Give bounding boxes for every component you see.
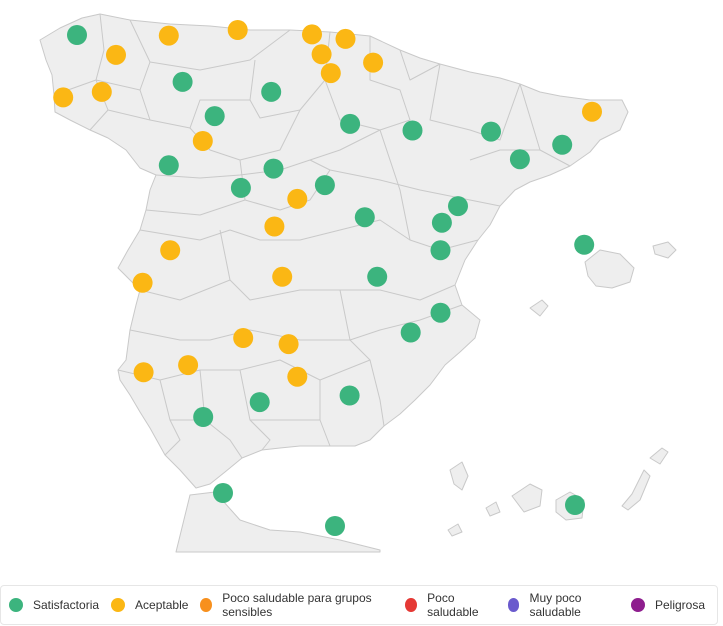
station-marker-satisfactoria[interactable] <box>249 392 270 413</box>
legend-label: Aceptable <box>135 598 189 612</box>
station-marker-satisfactoria[interactable] <box>230 177 251 198</box>
station-marker-aceptable[interactable] <box>335 28 356 49</box>
legend-dot <box>507 598 520 612</box>
legend-dot <box>111 598 126 612</box>
legend-dot <box>630 598 645 612</box>
station-marker-aceptable[interactable] <box>106 44 126 65</box>
legend-item-satisfactoria: Satisfactoria <box>9 598 99 612</box>
station-marker-aceptable[interactable] <box>272 266 293 287</box>
station-marker-satisfactoria[interactable] <box>339 385 360 406</box>
menorca-island <box>652 241 677 259</box>
station-marker-satisfactoria[interactable] <box>448 196 468 217</box>
ibiza-island <box>529 299 549 317</box>
station-marker-satisfactoria[interactable] <box>565 495 585 515</box>
station-marker-satisfactoria[interactable] <box>340 113 361 134</box>
station-marker-satisfactoria[interactable] <box>552 134 573 155</box>
canary-island-5 <box>447 523 463 537</box>
station-marker-satisfactoria[interactable] <box>261 81 282 102</box>
legend-label: Poco saludable <box>427 591 479 619</box>
legend-item-poco-saludable-sensibles: Poco saludable para grupos sensibles <box>200 591 393 619</box>
station-marker-satisfactoria[interactable] <box>325 516 345 536</box>
station-marker-satisfactoria[interactable] <box>431 212 452 233</box>
station-marker-aceptable[interactable] <box>178 355 199 376</box>
legend-label: Poco saludable para grupos sensibles <box>222 591 372 619</box>
station-marker-satisfactoria[interactable] <box>263 158 284 179</box>
station-marker-satisfactoria[interactable] <box>193 407 214 427</box>
station-marker-aceptable[interactable] <box>320 63 341 84</box>
canary-island-7 <box>649 447 669 465</box>
legend-item-peligrosa: Peligrosa <box>630 598 705 612</box>
legend-dot <box>405 598 418 612</box>
air-quality-map <box>39 13 677 553</box>
station-marker-aceptable[interactable] <box>302 24 322 45</box>
station-marker-aceptable[interactable] <box>53 87 74 108</box>
legend-dot <box>9 598 23 612</box>
legend-label: Muy poco saludable <box>529 591 582 619</box>
station-marker-satisfactoria[interactable] <box>430 302 451 323</box>
legend-dot <box>200 598 213 612</box>
station-marker-aceptable[interactable] <box>311 44 332 65</box>
station-marker-satisfactoria[interactable] <box>314 175 335 196</box>
station-marker-satisfactoria[interactable] <box>172 71 193 92</box>
station-marker-aceptable[interactable] <box>582 101 602 122</box>
legend: Satisfactoria Aceptable Poco saludable p… <box>0 585 718 625</box>
peninsula-landmass <box>39 13 629 489</box>
mallorca-island <box>584 249 635 289</box>
station-marker-aceptable[interactable] <box>132 272 153 293</box>
station-marker-aceptable[interactable] <box>287 366 308 387</box>
station-marker-satisfactoria[interactable] <box>430 240 451 261</box>
legend-label: Peligrosa <box>654 598 705 612</box>
station-marker-satisfactoria[interactable] <box>67 25 87 45</box>
station-marker-satisfactoria[interactable] <box>402 120 423 141</box>
canary-island-3 <box>511 483 543 513</box>
station-marker-aceptable[interactable] <box>287 188 308 209</box>
north-africa-strip <box>175 491 381 553</box>
station-marker-aceptable[interactable] <box>264 216 285 237</box>
station-marker-satisfactoria[interactable] <box>574 234 595 255</box>
station-marker-aceptable[interactable] <box>227 20 248 40</box>
canary-island-1 <box>449 461 469 491</box>
station-marker-aceptable[interactable] <box>192 131 213 151</box>
station-marker-aceptable[interactable] <box>158 25 179 46</box>
station-marker-satisfactoria[interactable] <box>367 266 388 287</box>
station-marker-aceptable[interactable] <box>233 328 254 348</box>
legend-item-poco-saludable: Poco saludable <box>405 591 495 619</box>
station-marker-satisfactoria[interactable] <box>158 155 179 176</box>
stations-layer <box>53 20 602 536</box>
station-marker-satisfactoria[interactable] <box>354 207 375 228</box>
canary-island-2 <box>485 501 501 517</box>
canary-island-6 <box>621 469 651 511</box>
station-marker-satisfactoria[interactable] <box>204 106 225 127</box>
station-marker-satisfactoria[interactable] <box>509 149 530 170</box>
legend-label: Satisfactoria <box>33 598 100 612</box>
legend-item-aceptable: Aceptable <box>111 598 188 612</box>
station-marker-satisfactoria[interactable] <box>400 322 421 343</box>
station-marker-aceptable[interactable] <box>160 240 181 261</box>
station-marker-aceptable[interactable] <box>363 52 384 73</box>
station-marker-satisfactoria[interactable] <box>213 483 233 503</box>
station-marker-satisfactoria[interactable] <box>481 121 501 142</box>
station-marker-aceptable[interactable] <box>133 362 154 383</box>
station-marker-aceptable[interactable] <box>278 334 299 355</box>
station-marker-aceptable[interactable] <box>91 81 112 102</box>
legend-item-muy-poco-saludable: Muy poco saludable <box>507 591 619 619</box>
